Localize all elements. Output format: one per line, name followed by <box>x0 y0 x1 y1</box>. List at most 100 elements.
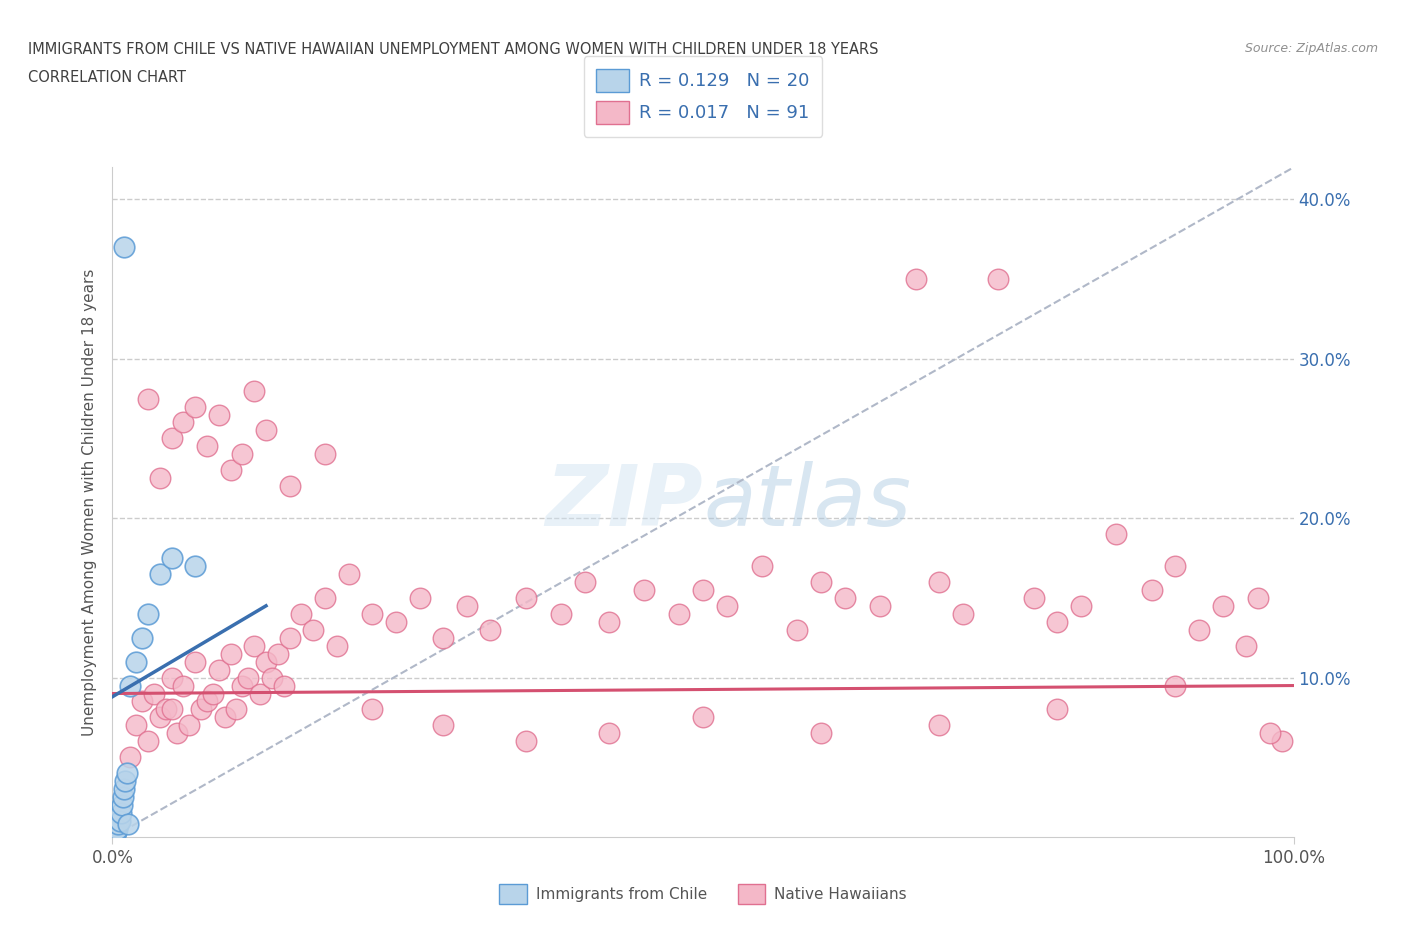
Point <box>201 686 224 701</box>
Point <box>515 734 537 749</box>
Legend: Immigrants from Chile, Native Hawaiians: Immigrants from Chile, Native Hawaiians <box>494 878 912 910</box>
Point <box>110 805 132 820</box>
Y-axis label: Unemployment Among Women with Children Under 18 years: Unemployment Among Women with Children U… <box>82 269 97 736</box>
Point <box>112 790 135 804</box>
Point <box>117 817 139 831</box>
Point <box>1070 598 1092 613</box>
Point <box>115 765 138 780</box>
Point <box>184 559 207 574</box>
Point <box>104 827 127 842</box>
Point <box>302 622 325 637</box>
Point <box>179 718 201 733</box>
Point <box>231 447 253 462</box>
Point <box>105 821 128 836</box>
Point <box>131 631 153 645</box>
Point <box>408 591 430 605</box>
Point <box>716 598 738 613</box>
Point <box>184 654 207 669</box>
Point <box>1105 526 1128 541</box>
Point <box>456 598 478 613</box>
Point <box>243 383 266 398</box>
Point <box>869 598 891 613</box>
Point <box>385 615 408 630</box>
Point <box>692 582 714 597</box>
Point <box>1234 638 1257 653</box>
Point <box>314 447 336 462</box>
Point <box>1022 591 1045 605</box>
Point <box>432 631 454 645</box>
Point <box>125 718 148 733</box>
Point <box>166 726 188 741</box>
Point <box>172 415 194 430</box>
Point <box>238 671 260 685</box>
Point <box>361 702 384 717</box>
Point <box>208 662 231 677</box>
Point <box>149 710 172 724</box>
Point <box>574 575 596 590</box>
Point <box>190 702 212 717</box>
Point <box>326 638 349 653</box>
Point <box>120 750 142 764</box>
Point <box>1258 726 1281 741</box>
Point <box>786 622 808 637</box>
Point <box>598 615 620 630</box>
Text: CORRELATION CHART: CORRELATION CHART <box>28 70 186 85</box>
Point <box>337 566 360 581</box>
Point <box>254 423 277 438</box>
Point <box>114 774 136 789</box>
Text: IMMIGRANTS FROM CHILE VS NATIVE HAWAIIAN UNEMPLOYMENT AMONG WOMEN WITH CHILDREN : IMMIGRANTS FROM CHILE VS NATIVE HAWAIIAN… <box>28 42 879 57</box>
Point <box>260 671 283 685</box>
Text: Source: ZipAtlas.com: Source: ZipAtlas.com <box>1244 42 1378 55</box>
Point <box>834 591 856 605</box>
Point <box>125 654 148 669</box>
Point <box>290 606 312 621</box>
Point <box>278 631 301 645</box>
Point <box>278 479 301 494</box>
Point <box>1188 622 1211 637</box>
Point <box>928 718 950 733</box>
Point <box>515 591 537 605</box>
Point <box>1247 591 1270 605</box>
Point <box>1046 702 1069 717</box>
Point <box>160 431 183 445</box>
Point <box>160 671 183 685</box>
Point <box>273 678 295 693</box>
Point <box>243 638 266 653</box>
Point <box>550 606 572 621</box>
Point <box>254 654 277 669</box>
Point <box>668 606 690 621</box>
Point <box>952 606 974 621</box>
Point <box>231 678 253 693</box>
Point <box>107 817 129 831</box>
Point <box>1271 734 1294 749</box>
Point <box>751 559 773 574</box>
Point <box>904 272 927 286</box>
Point <box>131 694 153 709</box>
Point <box>120 678 142 693</box>
Point <box>1046 615 1069 630</box>
Point <box>142 686 165 701</box>
Point <box>633 582 655 597</box>
Point <box>195 694 218 709</box>
Point <box>112 240 135 255</box>
Point <box>1212 598 1234 613</box>
Point <box>111 798 134 813</box>
Point <box>208 407 231 422</box>
Point <box>1140 582 1163 597</box>
Point <box>314 591 336 605</box>
Point <box>155 702 177 717</box>
Point <box>219 463 242 478</box>
Point <box>160 702 183 717</box>
Point <box>361 606 384 621</box>
Point <box>987 272 1010 286</box>
Point <box>598 726 620 741</box>
Point <box>432 718 454 733</box>
Text: atlas: atlas <box>703 460 911 544</box>
Point <box>172 678 194 693</box>
Point <box>928 575 950 590</box>
Point <box>479 622 502 637</box>
Point <box>1164 559 1187 574</box>
Point <box>149 566 172 581</box>
Point <box>195 439 218 454</box>
Point <box>249 686 271 701</box>
